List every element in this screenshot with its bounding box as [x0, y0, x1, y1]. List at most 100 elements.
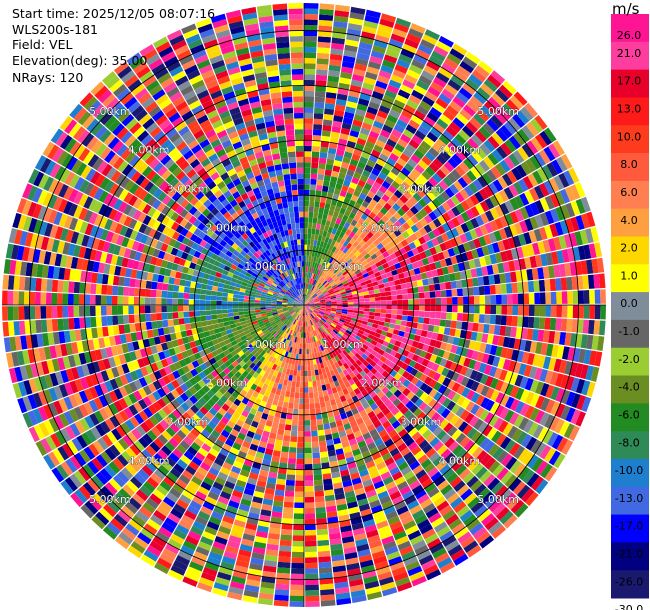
ray-gate [451, 403, 461, 415]
ray-gate [432, 208, 442, 218]
ray-gate [540, 253, 548, 267]
ray-gate [238, 305, 244, 309]
ray-gate [446, 52, 462, 65]
ray-gate [218, 386, 227, 395]
ray-gate [248, 338, 256, 344]
ray-gate [502, 336, 511, 348]
ray-gate [288, 340, 293, 347]
ray-gate [304, 145, 312, 152]
ray-gate [511, 167, 523, 181]
ray-gate [497, 240, 506, 252]
ray-gate [304, 474, 314, 481]
ray-gate [90, 426, 102, 440]
ray-gate [359, 377, 367, 385]
ray-gate [40, 292, 47, 305]
ray-gate [232, 305, 239, 309]
ray-gate [314, 306, 321, 308]
ray-gate [324, 293, 330, 298]
ray-gate [232, 343, 240, 350]
ray-gate [243, 528, 257, 536]
ray-gate [91, 327, 98, 339]
ray-gate [562, 346, 570, 360]
ray-gate [106, 315, 113, 326]
ray-gate [317, 534, 329, 541]
ray-gate [160, 358, 169, 368]
ray-gate [308, 206, 314, 213]
ray-gate [435, 311, 442, 319]
ray-gate [470, 217, 480, 229]
ray-gate [321, 367, 327, 374]
ray-gate [372, 336, 380, 343]
ray-gate [360, 323, 367, 329]
ray-gate [274, 376, 281, 384]
ray-gate [448, 440, 460, 452]
ray-gate [178, 474, 191, 485]
ray-gate [456, 448, 468, 460]
ray-gate [397, 225, 406, 234]
ray-gate [265, 366, 272, 374]
ray-gate [437, 251, 445, 261]
ray-gate [437, 349, 445, 358]
ray-gate [227, 364, 235, 372]
ray-gate [389, 466, 401, 476]
ray-gate [354, 487, 366, 496]
ray-gate [278, 423, 286, 430]
ray-gate [316, 52, 330, 60]
ray-gate [370, 235, 378, 243]
ray-gate [451, 288, 458, 297]
ray-gate [354, 533, 367, 542]
ray-gate [333, 159, 342, 167]
ray-gate [489, 253, 498, 265]
ray-gate [55, 430, 67, 446]
ray-gate [441, 222, 451, 233]
ray-gate [162, 548, 177, 560]
ray-gate [377, 279, 384, 285]
ray-gate [406, 209, 415, 219]
ray-gate [478, 286, 485, 296]
ray-gate [518, 417, 530, 431]
ray-gate [500, 250, 508, 262]
ray-gate [314, 299, 320, 302]
ray-gate [549, 371, 559, 386]
ray-gate [398, 114, 411, 124]
ray-gate [463, 492, 477, 505]
ray-gate [370, 339, 378, 346]
ray-gate [282, 401, 289, 409]
ray-gate [502, 359, 511, 371]
ray-gate [295, 314, 299, 320]
ray-gate [267, 326, 273, 331]
ray-gate [329, 265, 335, 271]
ray-gate [466, 389, 476, 401]
ray-gate [550, 291, 557, 304]
ray-gate [470, 392, 481, 404]
ray-gate [397, 207, 406, 217]
ray-gate [364, 328, 371, 334]
ray-gate [321, 253, 327, 260]
ray-gate [367, 494, 379, 504]
ray-gate [329, 381, 336, 389]
ray-gate [443, 488, 457, 500]
ray-gate [489, 402, 500, 415]
ray-gate [484, 222, 494, 234]
ray-gate [385, 382, 394, 391]
ray-gate [404, 344, 412, 352]
ray-gate [553, 453, 566, 469]
ray-gate [191, 556, 206, 567]
ray-gate [411, 322, 418, 329]
ray-gate [523, 364, 533, 378]
ray-gate [407, 293, 414, 300]
ray-gate [464, 412, 475, 424]
ray-gate [473, 418, 484, 431]
ray-gate [128, 314, 135, 324]
ray-gate [361, 513, 374, 523]
ray-gate [134, 322, 142, 332]
ray-gate [507, 425, 518, 439]
ray-gate [359, 326, 366, 332]
ray-gate [495, 315, 502, 325]
ray-gate [396, 402, 405, 411]
ray-gate [363, 182, 373, 191]
ray-gate [553, 236, 562, 251]
ray-gate [496, 450, 509, 464]
ray-gate [519, 403, 530, 417]
ray-gate [494, 404, 505, 417]
